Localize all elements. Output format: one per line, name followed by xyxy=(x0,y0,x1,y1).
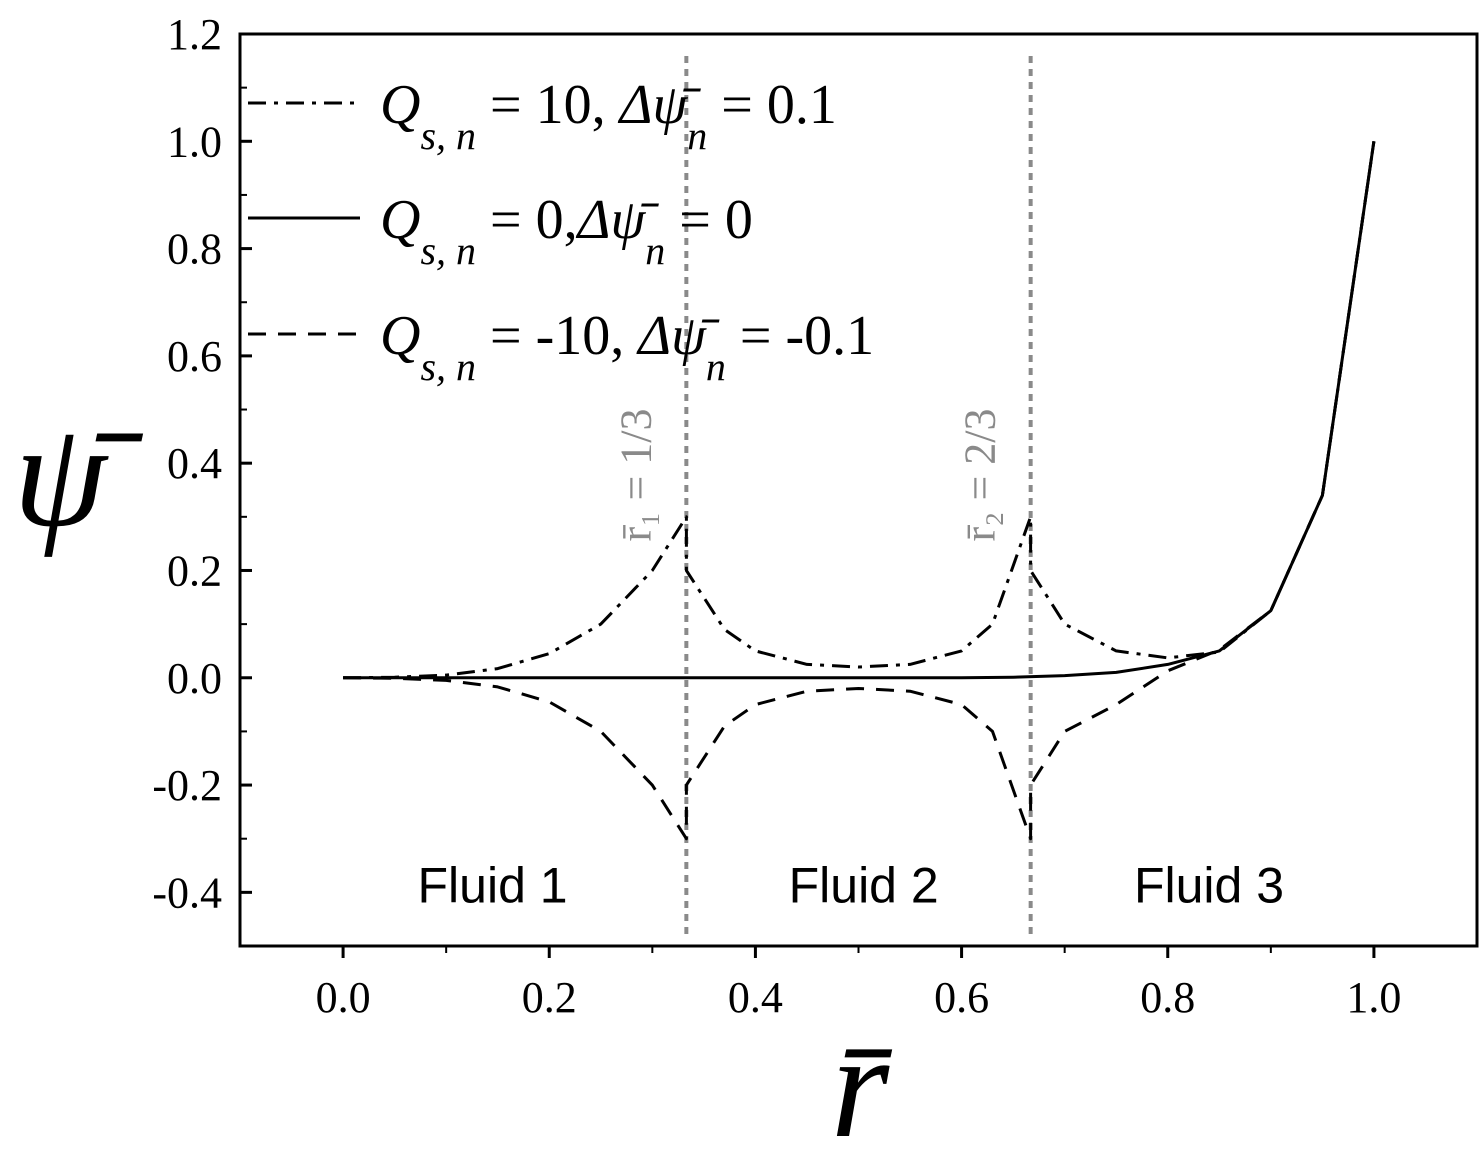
legend-part-d_sub: n xyxy=(645,228,665,273)
x-tick-label: 0.6 xyxy=(934,973,989,1022)
plot-frame xyxy=(238,32,1479,948)
legend-part-d_sub: n xyxy=(706,344,726,389)
y-tick-label: -0.2 xyxy=(152,761,222,810)
y-axis-title: ψ̄ xyxy=(13,392,143,558)
legend-label: Qs, n = -10, Δψ̄n = -0.1 xyxy=(380,305,874,389)
legend-part-q_val: = 10, xyxy=(476,74,620,136)
legend-part-q_val: = 0, xyxy=(476,189,578,251)
y-tick-label: 0.4 xyxy=(167,439,222,488)
legend-part-q_var: Q xyxy=(380,189,420,251)
interface-label: r̄₂ = 2/3 xyxy=(956,408,1005,541)
region-labels: Fluid 1 Fluid 2 Fluid 3 xyxy=(418,857,1285,913)
legend-part-q_var: Q xyxy=(380,305,420,367)
legend-part-d_val: = -0.1 xyxy=(726,305,874,367)
series-line-dashed xyxy=(343,141,1376,841)
x-tick-label: 0.4 xyxy=(728,973,783,1022)
legend-part-q_sub: s, n xyxy=(420,113,476,158)
y-axis-ticks: -0.4 -0.2 0.0 0.2 0.4 0.6 0.8 1.0 1.2 xyxy=(152,10,252,917)
legend: Qs, n = 10, Δψ̄n = 0.1 Qs, n = 0,Δψ̄n = 0… xyxy=(248,74,874,389)
region-label: Fluid 3 xyxy=(1134,857,1284,913)
y-tick-label: -0.4 xyxy=(152,868,222,917)
y-tick-label: 0.2 xyxy=(167,546,222,595)
y-tick-label: 0.6 xyxy=(167,332,222,381)
legend-part-q_val: = -10, xyxy=(476,305,638,367)
legend-part-d_val: = 0.1 xyxy=(707,74,837,136)
legend-part-q_var: Q xyxy=(380,74,420,136)
x-tick-label: 0.8 xyxy=(1140,973,1195,1022)
legend-part-q_sub: s, n xyxy=(420,344,476,389)
region-label: Fluid 2 xyxy=(789,857,939,913)
x-tick-label: 0.2 xyxy=(522,973,577,1022)
legend-part-d_val: = 0 xyxy=(665,189,753,251)
interface-lines: r̄₁ = 1/3 r̄₂ = 2/3 xyxy=(611,56,1033,935)
legend-part-d_sub: n xyxy=(687,113,707,158)
y-tick-label: 0.0 xyxy=(167,654,222,703)
series-lines xyxy=(343,141,1376,841)
x-tick-label: 1.0 xyxy=(1346,973,1401,1022)
y-tick-label: 1.0 xyxy=(167,117,222,166)
legend-label: Qs, n = 0,Δψ̄n = 0 xyxy=(380,189,753,273)
interface-label: r̄₁ = 1/3 xyxy=(611,408,660,541)
x-tick-label: 0.0 xyxy=(316,973,371,1022)
legend-label: Qs, n = 10, Δψ̄n = 0.1 xyxy=(380,74,837,158)
legend-part-q_sub: s, n xyxy=(420,228,476,273)
series-line-dashdot xyxy=(343,141,1376,680)
y-tick-label: 1.2 xyxy=(167,10,222,59)
x-axis-title: r̄ xyxy=(831,1003,893,1159)
x-axis-ticks: 0.0 0.2 0.4 0.6 0.8 1.0 xyxy=(316,946,1401,1022)
y-tick-label: 0.8 xyxy=(167,225,222,274)
region-label: Fluid 1 xyxy=(418,857,568,913)
